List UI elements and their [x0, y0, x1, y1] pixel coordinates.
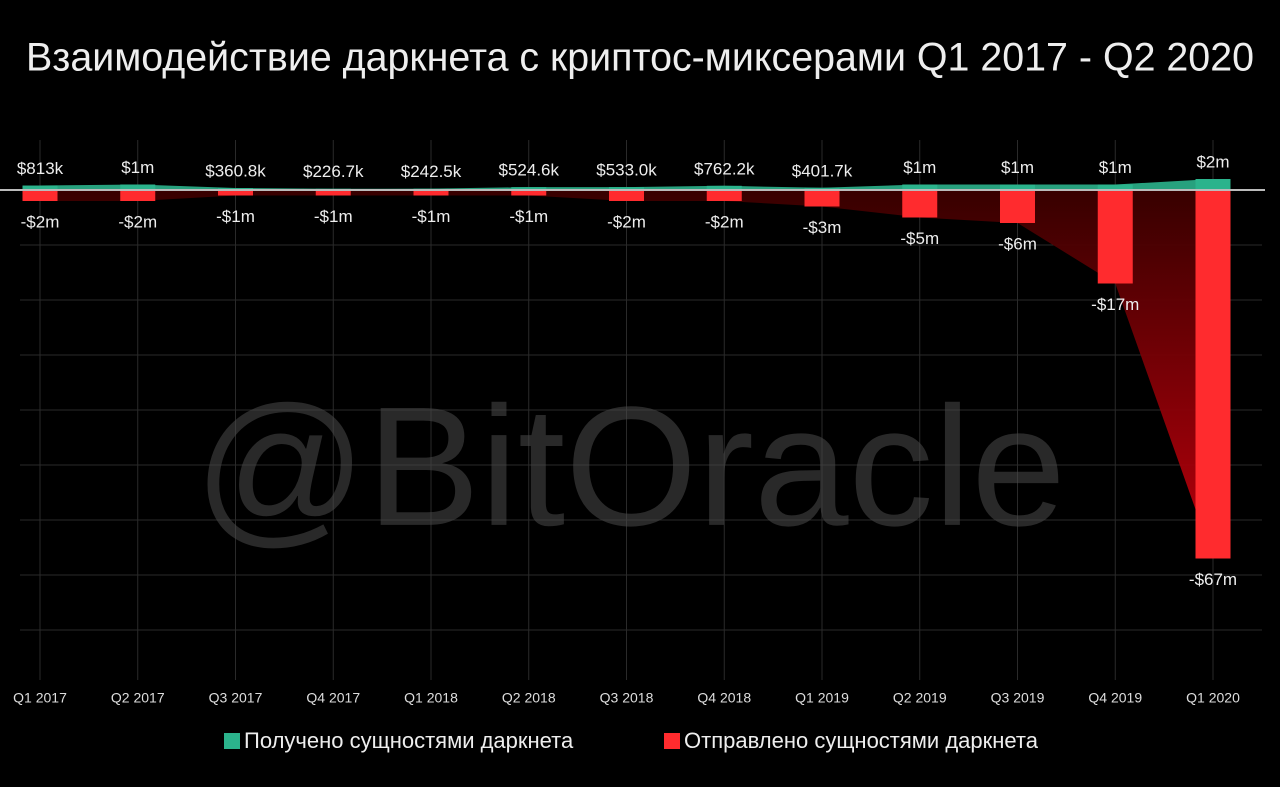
bar [706, 190, 742, 201]
bar [1195, 190, 1231, 559]
bar [22, 190, 58, 201]
chart-title: Взаимодействие даркнета с криптос-миксер… [26, 36, 1254, 80]
value-label: -$2m [118, 212, 157, 231]
x-tick-label: Q4 2017 [306, 690, 360, 706]
bar [902, 190, 938, 218]
value-label: -$1m [509, 207, 548, 226]
value-label: -$6m [998, 234, 1037, 253]
value-label: -$2m [607, 212, 646, 231]
value-label: -$2m [21, 212, 60, 231]
x-tick-label: Q1 2020 [1186, 690, 1240, 706]
value-label: $1m [903, 158, 936, 177]
bar [218, 190, 253, 196]
value-label: $226.7k [303, 162, 364, 181]
bar [120, 184, 156, 190]
value-label: $242.5k [401, 162, 462, 181]
bar [315, 190, 351, 196]
value-label: $524.6k [499, 161, 560, 180]
watermark: @BitOracle [194, 372, 1066, 562]
bar [804, 187, 840, 190]
legend-swatch [664, 733, 680, 749]
x-tick-label: Q2 2019 [893, 690, 947, 706]
value-label: $762.2k [694, 159, 755, 178]
bar [706, 185, 742, 190]
bar [1097, 190, 1133, 284]
value-label: -$1m [412, 207, 451, 226]
legend-label: Отправлено сущностями даркнета [684, 728, 1039, 753]
bar [609, 187, 644, 190]
bar [413, 190, 449, 196]
bar [902, 184, 938, 190]
value-label: $2m [1196, 152, 1229, 171]
legend-swatch [224, 733, 240, 749]
value-label: $813k [17, 159, 64, 178]
x-tick-label: Q2 2018 [502, 690, 556, 706]
bar [511, 190, 547, 196]
value-label: $1m [1001, 158, 1034, 177]
x-tick-label: Q1 2018 [404, 690, 458, 706]
x-tick-label: Q1 2017 [13, 690, 67, 706]
plot: $813k $1m $360.8k $226.7k $242.5k $524.6k $533… [0, 152, 1265, 589]
value-label: $1m [1099, 158, 1132, 177]
bar [1195, 179, 1231, 190]
value-label: -$17m [1091, 295, 1139, 314]
value-label: $401.7k [792, 161, 853, 180]
x-tick-label: Q4 2019 [1088, 690, 1142, 706]
value-label: -$1m [216, 207, 255, 226]
value-label: $1m [121, 158, 154, 177]
bar [804, 190, 840, 207]
x-tick-label: Q4 2018 [697, 690, 751, 706]
x-tick-label: Q3 2018 [600, 690, 654, 706]
bar [1097, 184, 1133, 190]
legend-label: Получено сущностями даркнета [244, 728, 574, 753]
value-label: $360.8k [205, 161, 266, 180]
value-label: -$67m [1189, 570, 1237, 589]
value-label: -$3m [803, 218, 842, 237]
bar [120, 190, 156, 201]
area [40, 190, 1213, 559]
value-label: $533.0k [596, 161, 657, 180]
x-tick-label: Q2 2017 [111, 690, 165, 706]
value-label: -$1m [314, 207, 353, 226]
bar [22, 185, 58, 190]
x-tick-label: Q1 2019 [795, 690, 849, 706]
value-label: -$2m [705, 212, 744, 231]
bar [1000, 190, 1035, 223]
bar [511, 187, 547, 190]
value-label: -$5m [900, 229, 939, 248]
x-tick-label: Q3 2019 [991, 690, 1045, 706]
x-tick-label: Q3 2017 [209, 690, 263, 706]
bar [609, 190, 644, 201]
bar [1000, 184, 1035, 190]
